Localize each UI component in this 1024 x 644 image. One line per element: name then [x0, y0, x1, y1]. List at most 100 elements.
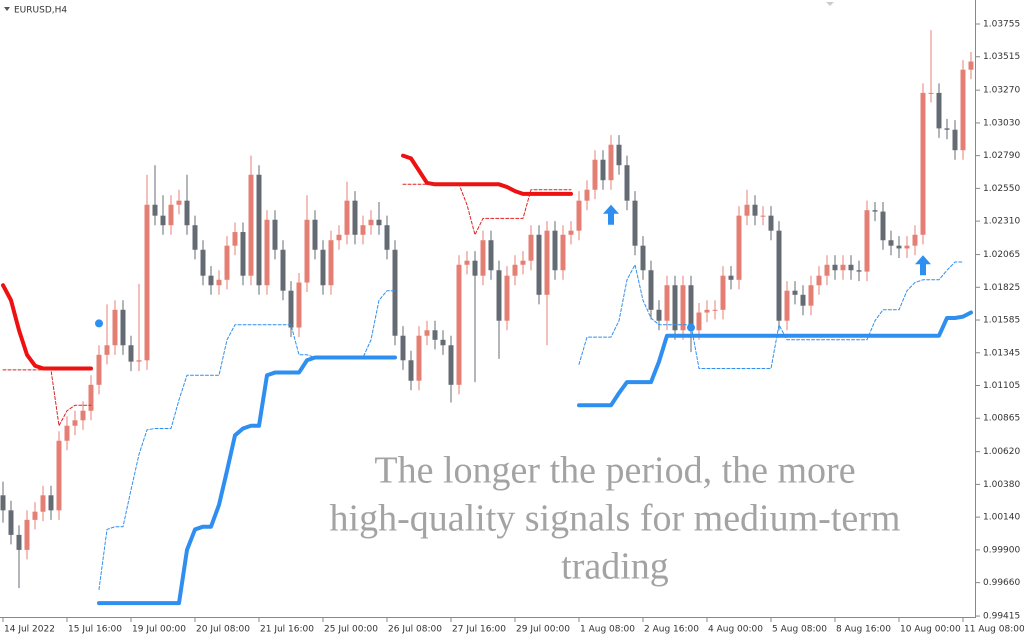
- x-tick-label: 2 Aug 16:00: [644, 625, 699, 635]
- y-tick-label: 1.03030: [983, 118, 1020, 128]
- candle-body: [24, 519, 30, 550]
- candle-body: [56, 440, 62, 511]
- annotation-line: high-quality signals for medium-term: [330, 498, 901, 540]
- stop-line: [1, 153, 573, 371]
- candle-body: [952, 129, 958, 151]
- signal-dot: [95, 319, 103, 328]
- candle-body: [928, 92, 934, 94]
- candle-body: [344, 200, 350, 235]
- y-tick-label: 1.03270: [983, 86, 1020, 96]
- candle-body: [808, 285, 814, 306]
- candle-body: [64, 425, 70, 441]
- symbol-menu-icon[interactable]: [4, 7, 10, 11]
- y-tick-label: 1.01585: [983, 316, 1020, 326]
- candle-body: [672, 285, 678, 331]
- y-tick-label: 1.02550: [983, 184, 1020, 194]
- x-tick-label: 10 Aug 00:00: [900, 625, 961, 635]
- candle-body: [720, 275, 726, 310]
- candle-body: [744, 204, 750, 216]
- candle-body: [408, 360, 414, 381]
- candle-body: [656, 309, 662, 321]
- y-tick-label: 1.02310: [983, 217, 1020, 227]
- candle-body: [128, 345, 134, 362]
- candle-body: [216, 279, 222, 286]
- candle-body: [680, 285, 686, 331]
- candle-body: [224, 245, 230, 280]
- candle-body: [776, 230, 782, 321]
- x-tick-label: 29 Jul 00:00: [516, 625, 570, 635]
- candle-body: [816, 275, 822, 286]
- candle-body: [936, 92, 942, 129]
- candle-body: [800, 294, 806, 306]
- candle-body: [616, 144, 622, 166]
- candle-body: [256, 174, 262, 286]
- candle-body: [200, 249, 206, 276]
- annotation-line: trading: [561, 546, 669, 588]
- y-tick-label: 1.03515: [983, 52, 1020, 62]
- y-tick-label: 1.00865: [983, 414, 1020, 424]
- candle-body: [192, 225, 198, 250]
- candle-body: [752, 204, 758, 216]
- candle-body: [360, 225, 366, 235]
- candle-body: [144, 204, 150, 361]
- y-tick-label: 1.00380: [983, 480, 1020, 490]
- candle-body: [120, 309, 126, 346]
- candle-body: [504, 275, 510, 321]
- y-tick-label: 1.02790: [983, 151, 1020, 161]
- signal-dot: [687, 323, 695, 332]
- candle-body: [640, 245, 646, 271]
- candle-body: [48, 495, 54, 511]
- candle-body: [960, 69, 966, 151]
- signal-arrow: [603, 204, 619, 225]
- candle-body: [240, 232, 246, 276]
- y-tick-label: 0.99415: [983, 612, 1020, 622]
- candle-body: [152, 204, 158, 216]
- candle-body: [296, 282, 302, 328]
- candle-body: [40, 495, 46, 512]
- candle-body: [304, 219, 310, 283]
- signal-arrow: [915, 255, 931, 276]
- candle-body: [16, 534, 22, 550]
- y-tick-label: 0.99660: [983, 578, 1020, 588]
- x-tick-label: 8 Aug 16:00: [836, 625, 891, 635]
- candle-body: [80, 410, 86, 421]
- candle-body: [368, 219, 374, 226]
- candle-body: [728, 275, 734, 280]
- y-tick-label: 1.01345: [983, 348, 1020, 358]
- candle-body: [600, 159, 606, 181]
- y-tick-label: 1.00140: [983, 513, 1020, 523]
- candle-body: [400, 335, 406, 361]
- candle-body: [496, 270, 502, 321]
- x-tick-label: 20 Jul 08:00: [196, 625, 250, 635]
- candle-body: [136, 360, 142, 362]
- candle-body: [288, 290, 294, 328]
- candle-body: [832, 264, 838, 271]
- scroll-marker: [826, 2, 834, 6]
- candle-body: [664, 285, 670, 321]
- candle-body: [184, 200, 190, 226]
- candle-body: [856, 270, 862, 272]
- candle-body: [648, 270, 654, 310]
- candle-body: [904, 245, 910, 249]
- candle-body: [944, 128, 950, 130]
- candle-body: [624, 165, 630, 201]
- candle-body: [432, 330, 438, 340]
- candle-body: [536, 234, 542, 295]
- y-tick-label: 1.01105: [983, 381, 1020, 391]
- x-tick-label: 11 Aug 08:00: [964, 625, 1024, 635]
- candle-body: [824, 264, 830, 276]
- candle-body: [528, 234, 534, 261]
- x-tick-label: 15 Jul 16:00: [68, 625, 122, 635]
- candle-body: [88, 384, 94, 411]
- candle-body: [848, 264, 854, 271]
- candle-body: [160, 215, 166, 226]
- candle-body: [112, 309, 118, 346]
- candle-body: [576, 200, 582, 231]
- candle-body: [520, 260, 526, 265]
- candle-body: [560, 234, 566, 271]
- candle-body: [440, 339, 446, 346]
- candle-body: [416, 335, 422, 381]
- candle-body: [888, 240, 894, 246]
